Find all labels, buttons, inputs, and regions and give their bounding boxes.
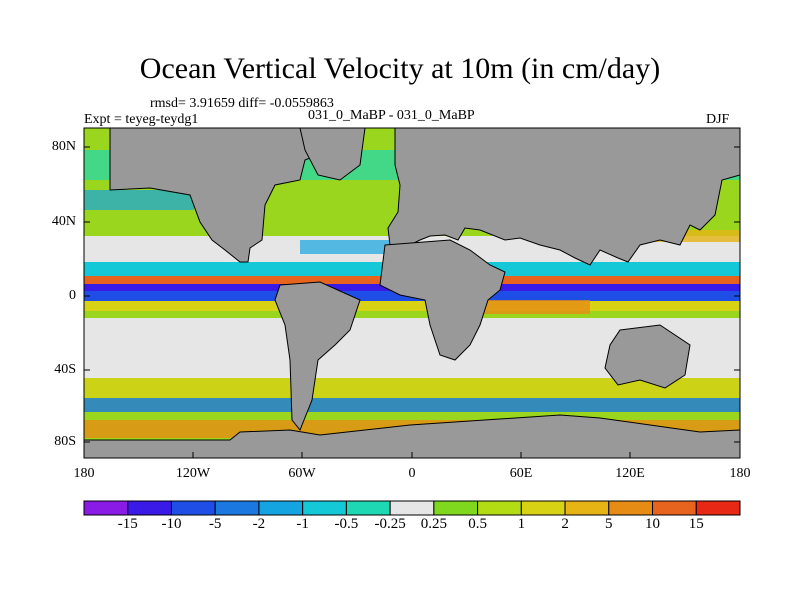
land-antarctica bbox=[84, 414, 740, 458]
lat-label: 80S bbox=[54, 434, 76, 449]
colorbar-swatch bbox=[389, 500, 435, 516]
colorbar-label: 5 bbox=[605, 516, 613, 532]
colorbar-swatch bbox=[433, 500, 479, 516]
colorbar-swatch bbox=[302, 500, 347, 516]
colorbar-label: 1 bbox=[517, 516, 526, 532]
lat-label: 40S bbox=[54, 362, 76, 377]
southern-ocean-band bbox=[84, 378, 740, 398]
colorbar-label: -2 bbox=[252, 516, 266, 532]
colorbar-label: -15 bbox=[117, 516, 138, 532]
lon-label: 180 bbox=[729, 466, 751, 481]
lon-label: 120E bbox=[615, 466, 645, 481]
colorbar-label: -5 bbox=[208, 516, 222, 532]
colorbar-label: 15 bbox=[688, 516, 704, 532]
lat-label: 0 bbox=[69, 288, 76, 303]
colorbar-label: -10 bbox=[161, 516, 182, 532]
colorbar-swatch bbox=[127, 500, 172, 516]
season-label: DJF bbox=[706, 112, 730, 127]
lon-label: 120W bbox=[175, 466, 211, 481]
lon-label: 60W bbox=[288, 466, 316, 481]
colorbar-swatch bbox=[564, 500, 610, 516]
ticks bbox=[84, 146, 740, 458]
colorbar-label: 10 bbox=[645, 516, 661, 532]
colorbar-label: -0.25 bbox=[374, 516, 406, 532]
south-equatorial-yellow-band bbox=[84, 301, 740, 311]
colorbar-swatch bbox=[652, 500, 697, 516]
colorbar-label: 2 bbox=[561, 516, 569, 532]
colorbar-swatch bbox=[608, 500, 654, 516]
atlantic-patch bbox=[300, 240, 400, 254]
lon-label: 180 bbox=[73, 466, 95, 481]
colorbar-swatch bbox=[258, 500, 304, 516]
lon-label: 0 bbox=[408, 466, 416, 481]
colorbar-swatch bbox=[695, 500, 741, 516]
land-masses bbox=[84, 128, 740, 458]
colorbar-label: -1 bbox=[296, 516, 309, 532]
colorbar-label: 0.5 bbox=[468, 516, 487, 532]
lat-label: 40N bbox=[51, 214, 76, 229]
colorbar-swatch bbox=[214, 500, 260, 516]
colorbar-swatch bbox=[345, 500, 391, 516]
land-africa bbox=[379, 239, 506, 361]
lon-label: 60E bbox=[509, 466, 533, 481]
colorbar-label: -0.5 bbox=[334, 516, 359, 532]
colorbar-swatch bbox=[83, 500, 129, 516]
land-greenland bbox=[299, 128, 366, 181]
colorbar-swatch bbox=[477, 500, 522, 516]
lat-label: 80N bbox=[51, 139, 76, 154]
map-field bbox=[84, 128, 740, 458]
land-australia bbox=[604, 324, 691, 389]
experiment-label: Expt = teyeg-teydg1 bbox=[84, 112, 199, 127]
colorbar-label: 0.25 bbox=[420, 516, 447, 532]
southern-ocean-blue-band bbox=[84, 398, 740, 412]
pacific-patch bbox=[84, 190, 194, 210]
stats-label: rmsd= 3.91659 diff= -0.0559863 bbox=[150, 96, 334, 111]
chart-title: Ocean Vertical Velocity at 10m (in cm/da… bbox=[139, 52, 661, 85]
land-south-america bbox=[274, 281, 361, 431]
colorbar-swatch bbox=[520, 500, 566, 516]
comparison-label: 031_0_MaBP - 031_0_MaBP bbox=[308, 108, 475, 123]
colorbar bbox=[83, 500, 741, 516]
indian-ocean-patch bbox=[470, 300, 590, 314]
colorbar-swatch bbox=[170, 500, 216, 516]
